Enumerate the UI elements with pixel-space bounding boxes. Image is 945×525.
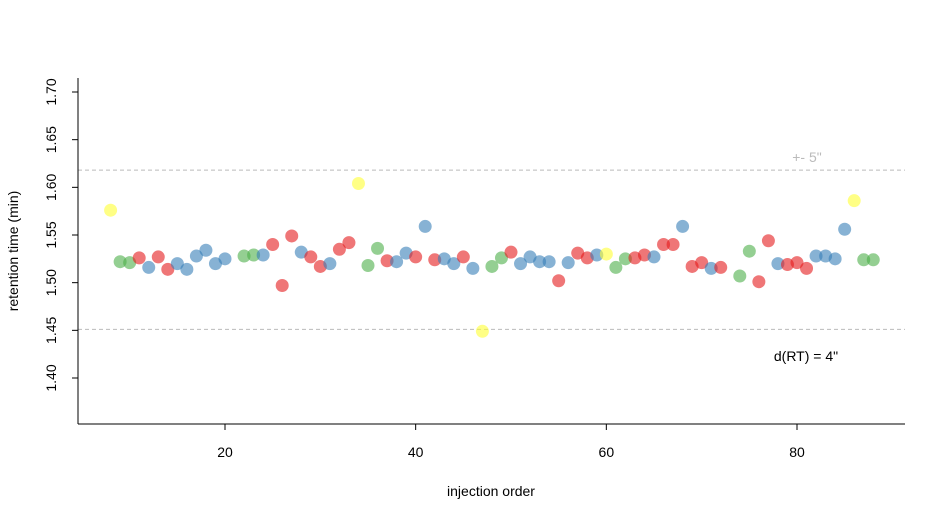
x-tick-label: 80	[789, 444, 805, 460]
data-point	[552, 274, 566, 288]
data-point	[533, 255, 547, 269]
x-tick-label: 40	[408, 444, 424, 460]
data-point	[733, 269, 747, 283]
data-point	[113, 255, 127, 269]
data-points	[104, 177, 880, 338]
data-point	[866, 253, 880, 267]
data-point	[428, 253, 442, 267]
data-point	[790, 256, 804, 270]
data-point	[657, 238, 671, 252]
y-tick-label: 1.55	[43, 221, 59, 248]
data-point	[390, 255, 404, 269]
data-point	[800, 261, 814, 275]
data-point	[838, 222, 852, 236]
data-point	[170, 257, 184, 271]
data-point	[371, 241, 385, 255]
data-point	[542, 255, 556, 269]
data-point	[514, 257, 528, 271]
x-tick-label: 20	[217, 444, 233, 460]
data-point	[285, 229, 299, 243]
data-point	[666, 238, 680, 252]
data-point	[266, 238, 280, 252]
data-point	[409, 250, 423, 264]
data-point	[466, 261, 480, 275]
data-point	[695, 256, 709, 270]
data-point	[647, 250, 661, 264]
data-point	[504, 245, 518, 259]
y-tick-label: 1.65	[43, 126, 59, 153]
y-tick-label: 1.70	[43, 78, 59, 105]
reference-line-label: +- 5"	[792, 149, 822, 165]
x-tick-label: 60	[599, 444, 615, 460]
y-tick-label: 1.60	[43, 173, 59, 200]
data-point	[323, 257, 337, 271]
y-axis-label: retention time (min)	[5, 191, 21, 312]
data-point	[847, 194, 861, 208]
data-point	[761, 234, 775, 248]
data-point	[237, 249, 251, 263]
data-point	[199, 243, 213, 257]
y-tick-label: 1.40	[43, 364, 59, 391]
data-point	[151, 250, 165, 264]
data-point	[752, 275, 766, 289]
data-point	[180, 262, 194, 276]
data-point	[857, 253, 871, 267]
axes: 20 40 60 80 1.40 1.45 1.50 1.55 1.60 1.65 1.70	[43, 78, 905, 460]
data-point	[351, 177, 365, 191]
y-tick-label: 1.45	[43, 316, 59, 343]
data-point	[475, 324, 489, 338]
data-point	[609, 260, 623, 274]
data-point	[599, 247, 613, 261]
data-point	[714, 260, 728, 274]
data-point	[828, 252, 842, 266]
data-point	[456, 250, 470, 264]
x-axis-label: injection order	[447, 483, 535, 499]
y-axis-ticks: 1.40 1.45 1.50 1.55 1.60 1.65 1.70	[43, 78, 78, 392]
data-point	[132, 251, 146, 265]
data-point	[380, 254, 394, 268]
data-point	[561, 256, 575, 270]
x-axis-ticks: 20 40 60 80	[217, 424, 805, 460]
data-point	[742, 244, 756, 258]
data-point	[342, 236, 356, 250]
data-point	[304, 250, 318, 264]
data-point	[494, 251, 508, 265]
data-point	[142, 260, 156, 274]
reference-lines	[78, 169, 905, 330]
data-point	[275, 279, 289, 293]
delta-rt-annotation: d(RT) = 4"	[774, 348, 838, 364]
data-point	[771, 257, 785, 271]
data-point	[218, 252, 232, 266]
data-point	[590, 248, 604, 262]
data-point	[447, 257, 461, 271]
data-point	[485, 259, 499, 273]
data-point	[247, 248, 261, 262]
y-tick-label: 1.50	[43, 269, 59, 296]
data-point	[361, 259, 375, 273]
data-point	[256, 248, 270, 262]
data-point	[161, 262, 175, 276]
data-point	[809, 249, 823, 263]
data-point	[676, 219, 690, 233]
data-point	[704, 261, 718, 275]
data-point	[189, 249, 203, 263]
data-point	[618, 252, 632, 266]
data-point	[332, 242, 346, 256]
data-point	[104, 203, 118, 217]
data-point	[418, 219, 432, 233]
